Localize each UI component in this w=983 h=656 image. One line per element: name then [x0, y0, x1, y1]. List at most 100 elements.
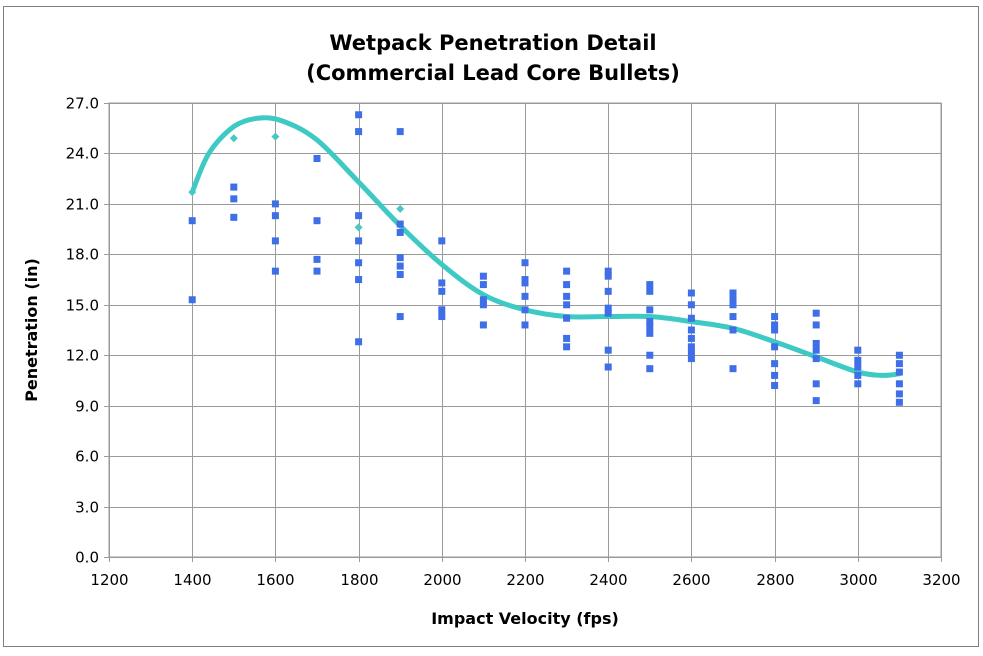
data-point-diamond	[354, 223, 363, 232]
data-point	[396, 228, 404, 236]
data-point	[355, 276, 363, 284]
y-tick-label: 18.0	[66, 246, 99, 264]
data-point	[355, 128, 363, 136]
data-point	[812, 355, 820, 363]
data-point	[313, 267, 321, 275]
data-point	[687, 355, 695, 363]
data-point	[604, 304, 612, 312]
x-axis-title: Impact Velocity (fps)	[431, 609, 619, 628]
data-point	[188, 217, 196, 225]
y-axis-title: Penetration (in)	[22, 258, 41, 402]
data-point	[396, 271, 404, 279]
data-point	[271, 267, 279, 275]
data-point	[479, 281, 487, 289]
x-tick-label: 1800	[340, 571, 378, 589]
data-point	[313, 217, 321, 225]
data-points	[188, 111, 903, 406]
data-point	[771, 313, 779, 321]
data-point	[604, 287, 612, 295]
x-tick-label: 2800	[756, 571, 794, 589]
data-point	[771, 326, 779, 334]
data-point	[687, 289, 695, 297]
data-point	[687, 334, 695, 342]
data-point	[729, 289, 737, 297]
data-point	[313, 154, 321, 162]
y-tick-label: 3.0	[75, 499, 99, 517]
data-point	[563, 343, 571, 351]
y-tick-label: 6.0	[75, 448, 99, 466]
data-point	[687, 301, 695, 309]
y-tick-label: 27.0	[66, 95, 99, 113]
data-point	[271, 200, 279, 208]
data-point	[729, 301, 737, 309]
tick-labels: 0.0 3.0 6.0 9.0 12.0 15.0 18.0 21.0 24.0 27.0 1200…	[66, 95, 961, 590]
x-tick-label: 2000	[423, 571, 461, 589]
axes	[104, 102, 942, 562]
data-point	[521, 292, 529, 300]
y-tick-label: 21.0	[66, 196, 99, 214]
data-point	[188, 296, 196, 304]
data-point	[230, 213, 238, 221]
y-tick-label: 0.0	[75, 549, 99, 567]
data-point	[771, 343, 779, 351]
data-point	[729, 296, 737, 304]
data-point-diamond	[271, 132, 280, 141]
data-point	[479, 272, 487, 280]
data-point	[396, 220, 404, 228]
x-tick-label: 1400	[173, 571, 211, 589]
data-point	[355, 259, 363, 267]
data-point	[521, 306, 529, 314]
data-point	[895, 398, 903, 406]
data-point	[812, 321, 820, 329]
data-point	[812, 309, 820, 317]
data-point	[563, 281, 571, 289]
x-tick-label: 2600	[672, 571, 710, 589]
data-point	[646, 281, 654, 289]
data-point	[895, 380, 903, 388]
data-point	[646, 323, 654, 331]
data-point	[438, 306, 446, 314]
data-point	[646, 351, 654, 359]
data-point	[729, 313, 737, 321]
data-point	[396, 128, 404, 136]
data-point	[646, 329, 654, 337]
data-point	[646, 287, 654, 295]
data-point	[438, 279, 446, 287]
data-point	[438, 313, 446, 321]
y-tick-label: 12.0	[66, 347, 99, 365]
data-point	[604, 363, 612, 371]
data-point	[646, 365, 654, 373]
data-point-diamond	[396, 204, 405, 213]
x-tick-label: 1200	[90, 571, 128, 589]
data-point	[521, 259, 529, 267]
data-point	[687, 343, 695, 351]
data-point	[729, 365, 737, 373]
data-point	[479, 321, 487, 329]
data-point	[479, 296, 487, 304]
data-point	[771, 321, 779, 329]
data-point	[355, 111, 363, 119]
data-point	[438, 287, 446, 295]
chart-title-line-1: Wetpack Penetration Detail	[329, 31, 656, 55]
data-point	[687, 326, 695, 334]
data-point	[604, 267, 612, 275]
data-point	[854, 346, 862, 354]
data-point	[604, 309, 612, 317]
data-point	[521, 321, 529, 329]
data-point	[604, 346, 612, 354]
data-point	[604, 272, 612, 280]
data-point	[563, 314, 571, 322]
y-tick-label: 24.0	[66, 145, 99, 163]
data-point	[646, 318, 654, 326]
data-point	[854, 356, 862, 364]
data-point	[854, 380, 862, 388]
data-point	[355, 338, 363, 346]
chart-title-line-2: (Commercial Lead Core Bullets)	[306, 61, 680, 85]
data-point	[563, 267, 571, 275]
x-tick-label: 1600	[256, 571, 294, 589]
data-point	[895, 390, 903, 398]
data-point	[313, 255, 321, 263]
data-point-diamond	[188, 188, 197, 197]
